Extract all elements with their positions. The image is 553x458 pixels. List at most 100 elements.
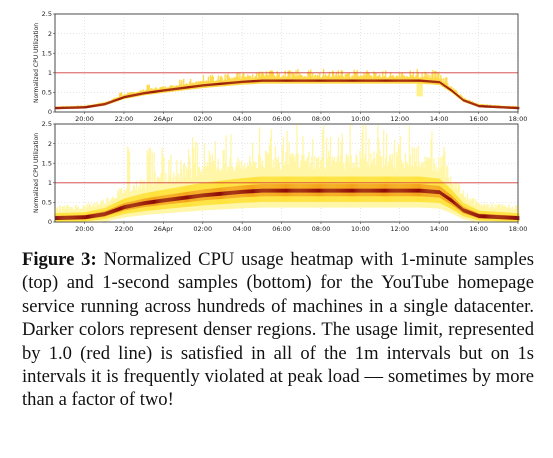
y-tick-label: 0 [48,218,52,226]
density-peak [176,196,178,201]
density-peak [489,105,491,108]
density-peak [315,79,317,82]
y-tick-label: 0 [48,108,52,116]
density-peak [218,191,220,196]
figure-canvas: 0 0.5 1 1.5 2 2.5 20:00 22:00 26Apr 02:00 04:00 06:… [33,10,528,233]
density-peak [95,104,97,107]
density-peak [236,81,238,84]
density-peak [447,195,449,200]
density-peak [478,104,480,108]
density-peak [407,79,410,82]
density-mid [324,74,327,84]
density-peak [373,79,375,82]
y-axis-label: Normalized CPU Utilization [33,23,40,103]
density-peak [344,79,346,82]
density-peak [270,79,273,82]
density-halo [368,138,370,208]
density-peak [73,106,76,109]
density-peak [60,106,63,110]
density-peak [130,203,133,208]
density-peak [375,188,377,193]
density-peak [351,79,353,82]
density-peak [245,189,247,194]
x-tick-label: 20:00 [75,225,94,233]
density-peak [469,101,472,104]
x-tick-label: 26Apr [154,225,174,233]
density-peak [407,188,410,193]
density-mid [391,75,394,84]
density-peak [73,215,76,220]
density-peak [184,86,186,89]
density-peak [173,87,175,91]
density-peak [79,215,81,220]
density-peak [432,189,434,194]
density-mid [248,75,250,85]
density-peak [347,79,349,82]
density-peak [398,188,401,193]
density-peak [74,215,77,220]
density-peak [223,191,225,196]
density-peak [178,196,180,201]
density-peak [306,79,308,82]
density-peak [512,215,514,220]
density-halo [325,138,328,208]
density-peak [445,194,447,199]
density-peak [80,215,82,220]
density-peak [365,188,367,193]
x-tick-label: 18:00 [509,225,528,233]
density-peak [212,192,214,197]
density-mid [228,76,230,86]
density-peak [295,79,297,82]
density-peak [189,195,192,199]
density-peak [106,211,108,216]
density-mid [146,84,148,95]
density-mid [282,75,284,84]
density-peak [207,192,210,197]
density-mid [226,74,228,87]
density-peak [392,188,395,193]
density-peak [75,106,78,109]
density-peak [244,189,246,194]
density-halo [187,148,190,212]
density-mid [389,72,392,84]
density-peak [210,192,212,197]
density-peak [253,189,256,194]
density-mid [331,70,334,84]
density-peak [298,188,300,193]
density-peak [285,188,287,193]
density-peak [336,79,339,82]
density-peak [514,106,516,110]
density-peak [293,79,295,82]
density-peak [312,188,314,193]
density-peak [326,79,329,82]
density-peak [446,195,448,199]
density-peak [283,79,285,82]
density-mid [297,68,299,84]
density-mid [437,72,439,85]
density-peak [492,105,494,108]
density-peak [56,216,59,220]
density-peak [103,212,105,217]
density-peak [217,192,219,196]
density-peak [220,82,222,85]
density-halo [417,145,419,208]
density-peak [425,79,427,83]
density-peak [381,188,383,193]
density-peak [451,199,454,204]
density-peak [227,191,229,196]
density-mid [250,75,252,85]
density-peak [446,85,448,89]
density-peak [261,188,264,193]
density-peak [112,209,114,214]
density-peak [112,100,114,103]
density-peak [497,105,499,109]
density-peak [218,82,220,86]
density-peak [464,209,467,213]
density-peak [501,106,503,109]
density-mid [373,71,375,84]
x-tick-label: 10:00 [351,225,370,233]
density-peak [89,214,91,219]
density-peak [319,79,321,82]
x-tick-label: 14:00 [430,115,449,123]
density-halo [222,150,224,210]
